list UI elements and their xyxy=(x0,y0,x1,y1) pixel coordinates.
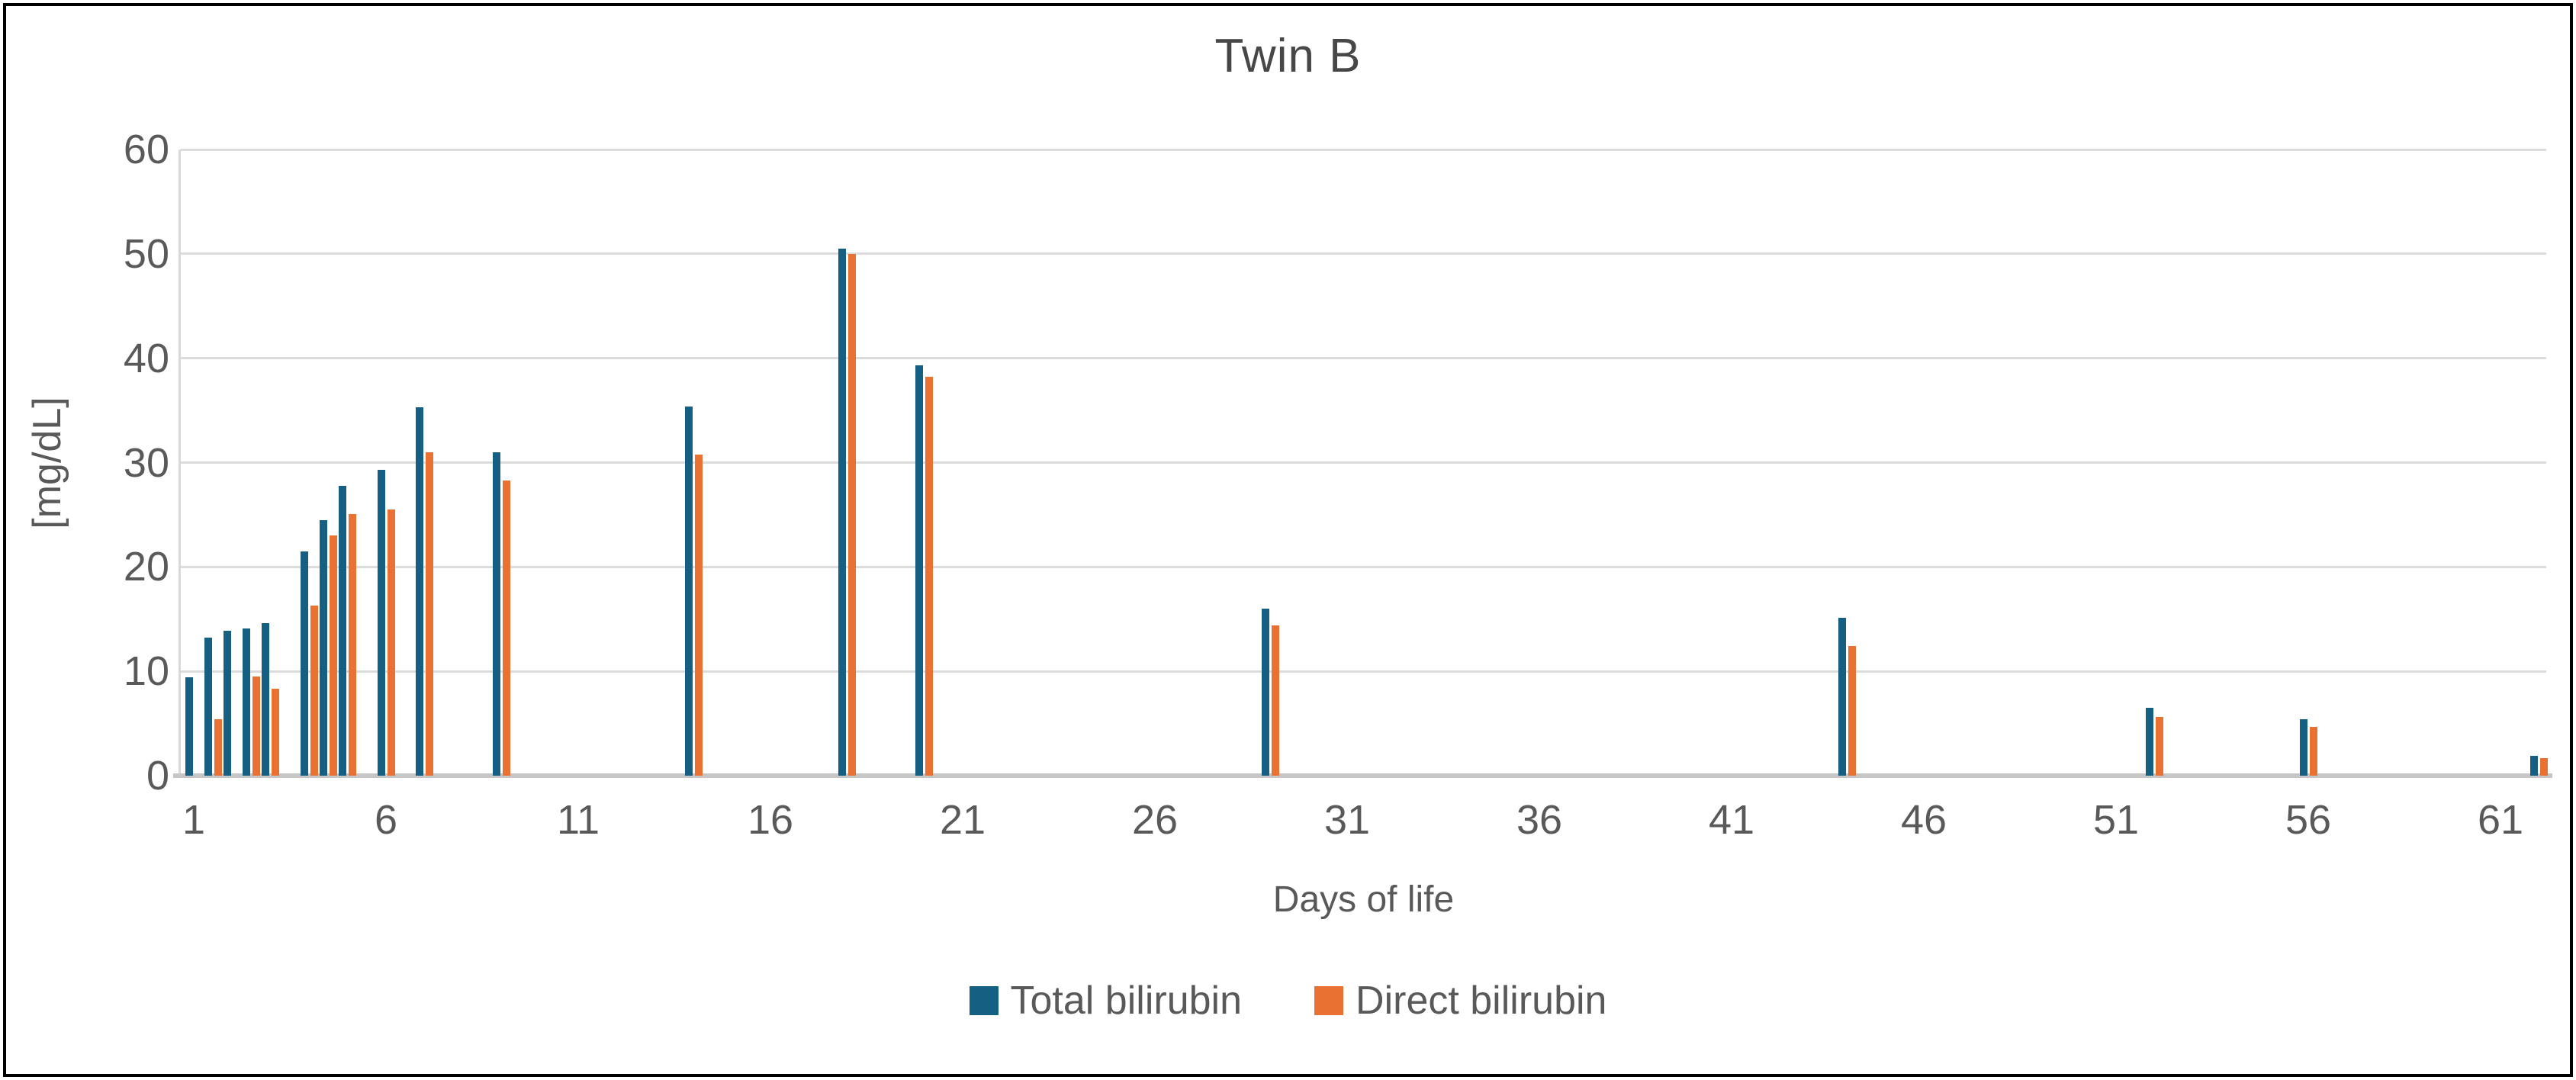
bar-direct-bilirubin xyxy=(848,253,857,776)
gridline xyxy=(181,461,2546,464)
legend-item-total-bilirubin: Total bilirubin xyxy=(969,978,1243,1024)
x-axis-title: Days of life xyxy=(1272,879,1455,920)
bar-total-bilirubin xyxy=(415,407,423,776)
gridline xyxy=(181,670,2546,673)
bar-total-bilirubin xyxy=(243,628,251,776)
bar-total-bilirubin xyxy=(204,638,212,776)
legend-label-direct-bilirubin: Direct bilirubin xyxy=(1356,979,1607,1023)
x-tick-label: 56 xyxy=(2285,797,2332,843)
legend: Total bilirubin Direct bilirubin xyxy=(0,978,2576,1024)
bar-direct-bilirubin xyxy=(349,513,357,776)
bar-total-bilirubin xyxy=(915,365,924,776)
x-tick-label: 11 xyxy=(556,797,600,843)
bar-total-bilirubin xyxy=(684,406,693,776)
bar-total-bilirubin xyxy=(185,677,193,776)
x-tick-label: 21 xyxy=(939,797,986,843)
bar-direct-bilirubin xyxy=(387,509,395,776)
legend-label-total-bilirubin: Total bilirubin xyxy=(1010,979,1243,1023)
bar-total-bilirubin xyxy=(2299,719,2307,776)
x-tick-label: 31 xyxy=(1323,797,1371,843)
bar-total-bilirubin xyxy=(2145,708,2153,776)
bar-total-bilirubin xyxy=(1261,609,1269,776)
plot-area xyxy=(173,148,2552,778)
y-tick-label: 0 xyxy=(146,753,169,799)
bar-direct-bilirubin xyxy=(1848,646,1856,776)
bar-direct-bilirubin xyxy=(502,480,510,776)
gridline xyxy=(181,357,2546,360)
bar-direct-bilirubin xyxy=(1271,625,1279,776)
bar-direct-bilirubin xyxy=(2309,726,2317,776)
x-tick-label: 26 xyxy=(1131,797,1179,843)
bar-total-bilirubin xyxy=(492,452,500,776)
gridline xyxy=(181,252,2546,256)
x-tick-label: 51 xyxy=(2092,797,2140,843)
bar-direct-bilirubin xyxy=(329,535,337,776)
gridline xyxy=(181,148,2546,151)
bar-total-bilirubin xyxy=(2529,756,2538,776)
bar-total-bilirubin xyxy=(262,623,270,776)
bar-total-bilirubin xyxy=(339,485,347,776)
y-tick-label: 10 xyxy=(123,648,169,695)
x-tick-label: 36 xyxy=(1516,797,1563,843)
x-tick-label: 41 xyxy=(1708,797,1755,843)
legend-swatch-direct-bilirubin-icon xyxy=(1314,986,1344,1015)
y-tick-label: 20 xyxy=(123,544,169,590)
bar-total-bilirubin xyxy=(300,551,308,776)
gridline xyxy=(181,565,2546,568)
bar-direct-bilirubin xyxy=(925,377,934,776)
bar-total-bilirubin xyxy=(319,519,327,776)
x-tick-label: 16 xyxy=(747,797,794,843)
y-tick-label: 40 xyxy=(123,335,169,381)
bar-direct-bilirubin xyxy=(252,677,261,776)
x-axis-line xyxy=(173,773,2552,778)
bar-total-bilirubin xyxy=(1838,618,1846,776)
x-tick-label: 6 xyxy=(374,797,398,843)
y-tick-label: 30 xyxy=(123,439,169,486)
bar-total-bilirubin xyxy=(223,630,231,776)
bar-direct-bilirubin xyxy=(272,689,280,776)
bar-direct-bilirubin xyxy=(2539,757,2548,776)
bar-total-bilirubin xyxy=(377,470,385,776)
bar-total-bilirubin xyxy=(838,249,847,776)
x-tick-label: 1 xyxy=(182,797,206,843)
x-tick-label: 61 xyxy=(2477,797,2524,843)
bar-direct-bilirubin xyxy=(694,454,703,776)
y-tick-label: 50 xyxy=(123,230,169,277)
legend-item-direct-bilirubin: Direct bilirubin xyxy=(1314,978,1606,1024)
chart-title: Twin B xyxy=(1214,30,1362,82)
bar-direct-bilirubin xyxy=(214,719,222,776)
legend-swatch-total-bilirubin-icon xyxy=(969,986,999,1015)
bar-direct-bilirubin xyxy=(425,452,433,776)
x-tick-label: 46 xyxy=(1900,797,1947,843)
bar-direct-bilirubin xyxy=(310,605,318,776)
bar-direct-bilirubin xyxy=(2155,717,2163,776)
y-tick-label: 60 xyxy=(123,127,169,172)
y-axis-line xyxy=(178,149,181,776)
